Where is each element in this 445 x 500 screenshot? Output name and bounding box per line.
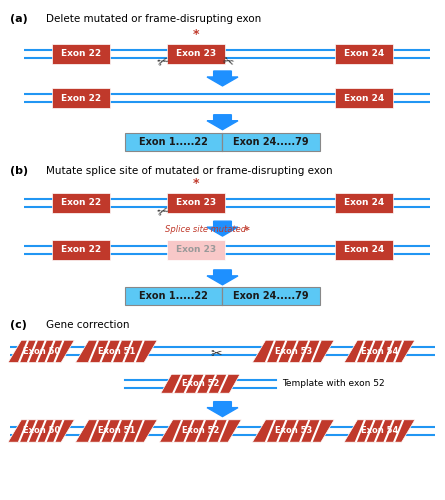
FancyBboxPatch shape xyxy=(52,88,110,108)
Polygon shape xyxy=(252,420,334,442)
Text: Exon 51: Exon 51 xyxy=(98,426,135,436)
Text: Exon 52: Exon 52 xyxy=(182,380,219,388)
Text: Exon 52: Exon 52 xyxy=(182,426,219,436)
Polygon shape xyxy=(76,420,157,442)
FancyBboxPatch shape xyxy=(222,287,320,304)
Text: Mutate splice site of mutated or frame-disrupting exon: Mutate splice site of mutated or frame-d… xyxy=(45,166,332,176)
Text: Exon 53: Exon 53 xyxy=(275,347,312,356)
Text: Template with exon 52: Template with exon 52 xyxy=(282,380,385,388)
FancyBboxPatch shape xyxy=(52,193,110,212)
Text: Exon 22: Exon 22 xyxy=(61,49,101,58)
Text: Exon 54: Exon 54 xyxy=(361,347,398,356)
FancyArrow shape xyxy=(207,221,238,236)
Text: Exon 1.....22: Exon 1.....22 xyxy=(139,136,208,146)
Text: ✂: ✂ xyxy=(155,54,170,71)
Text: Splice site mutated: Splice site mutated xyxy=(165,225,246,234)
Text: Exon 22: Exon 22 xyxy=(61,94,101,103)
FancyArrow shape xyxy=(207,115,238,130)
Text: Exon 23: Exon 23 xyxy=(176,49,216,58)
Text: ✂: ✂ xyxy=(220,54,236,71)
FancyBboxPatch shape xyxy=(335,193,393,212)
Text: Exon 24: Exon 24 xyxy=(344,49,384,58)
FancyBboxPatch shape xyxy=(335,44,393,64)
FancyBboxPatch shape xyxy=(167,193,225,212)
Polygon shape xyxy=(344,420,415,442)
Text: Exon 24.....79: Exon 24.....79 xyxy=(233,290,309,300)
Text: Exon 50: Exon 50 xyxy=(23,426,60,436)
Text: ✂: ✂ xyxy=(155,203,170,220)
FancyBboxPatch shape xyxy=(167,240,225,260)
Text: Exon 1.....22: Exon 1.....22 xyxy=(139,290,208,300)
Text: Delete mutated or frame-disrupting exon: Delete mutated or frame-disrupting exon xyxy=(45,14,261,24)
FancyArrow shape xyxy=(207,270,238,285)
Text: Gene correction: Gene correction xyxy=(45,320,129,330)
Text: Exon 50: Exon 50 xyxy=(23,347,60,356)
Text: *: * xyxy=(244,226,250,236)
Text: Exon 23: Exon 23 xyxy=(176,246,216,254)
Text: Exon 24: Exon 24 xyxy=(344,198,384,207)
FancyBboxPatch shape xyxy=(335,240,393,260)
Text: ✂: ✂ xyxy=(210,347,222,361)
Polygon shape xyxy=(76,340,157,362)
Text: Exon 51: Exon 51 xyxy=(98,347,135,356)
Text: *: * xyxy=(193,178,199,190)
FancyBboxPatch shape xyxy=(335,88,393,108)
Polygon shape xyxy=(159,420,241,442)
Polygon shape xyxy=(8,340,74,362)
Text: Exon 53: Exon 53 xyxy=(275,426,312,436)
Polygon shape xyxy=(252,340,334,362)
Text: Exon 23: Exon 23 xyxy=(176,198,216,207)
FancyBboxPatch shape xyxy=(167,44,225,64)
FancyBboxPatch shape xyxy=(125,132,222,150)
FancyArrow shape xyxy=(207,71,238,86)
Text: (b): (b) xyxy=(10,166,28,176)
FancyBboxPatch shape xyxy=(222,132,320,150)
FancyBboxPatch shape xyxy=(52,240,110,260)
Text: (a): (a) xyxy=(10,14,28,24)
FancyBboxPatch shape xyxy=(52,44,110,64)
Text: Exon 24: Exon 24 xyxy=(344,246,384,254)
Text: Exon 24.....79: Exon 24.....79 xyxy=(233,136,309,146)
Polygon shape xyxy=(8,420,74,442)
Text: Exon 22: Exon 22 xyxy=(61,246,101,254)
Polygon shape xyxy=(161,374,240,393)
Text: Exon 54: Exon 54 xyxy=(361,426,398,436)
FancyBboxPatch shape xyxy=(125,287,222,304)
Text: Exon 24: Exon 24 xyxy=(344,94,384,103)
Text: *: * xyxy=(193,28,199,41)
Text: Exon 22: Exon 22 xyxy=(61,198,101,207)
Polygon shape xyxy=(344,340,415,362)
Text: (c): (c) xyxy=(10,320,27,330)
FancyArrow shape xyxy=(207,402,238,416)
